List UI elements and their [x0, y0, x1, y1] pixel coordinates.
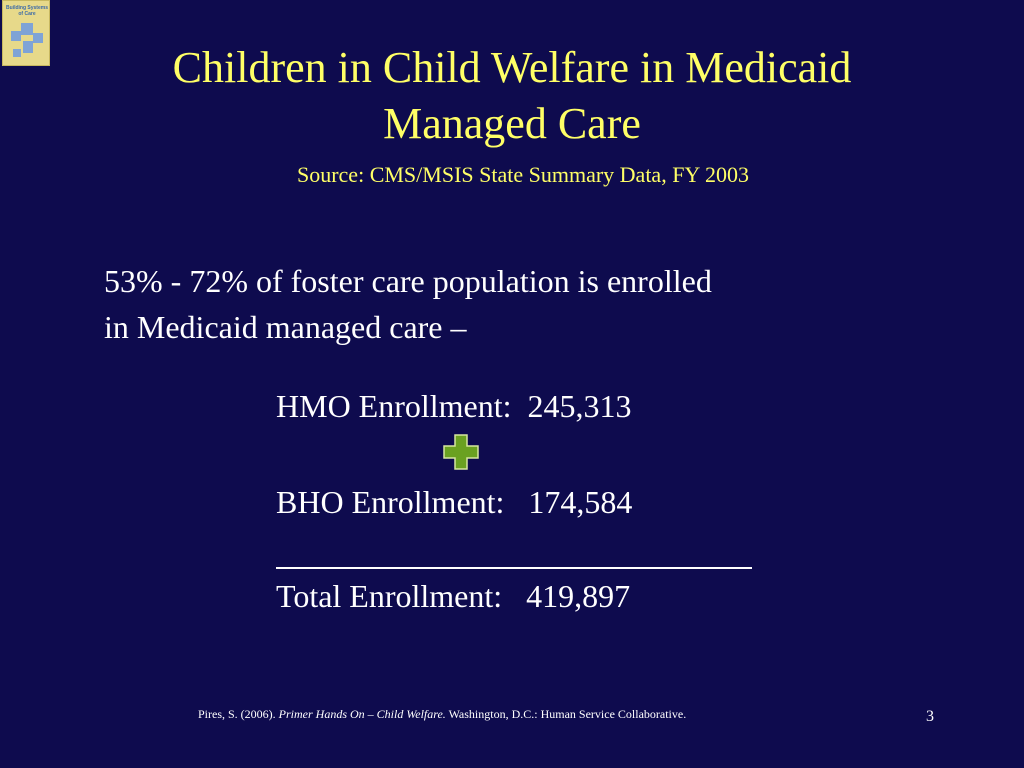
intro-line-2: in Medicaid managed care – [104, 309, 467, 345]
total-enrollment: Total Enrollment: 419,897 [276, 578, 631, 614]
plus-icon [443, 434, 479, 470]
bho-enrollment: BHO Enrollment: 174,584 [276, 484, 633, 520]
page-number: 3 [926, 708, 934, 725]
slide-title: Children in Child Welfare in Medicaid Ma… [0, 40, 1024, 152]
citation-title: Primer Hands On – Child Welfare. [278, 707, 446, 721]
title-line-2: Managed Care [383, 99, 641, 148]
building-systems-of-care-logo: Building Systems of Care [2, 0, 50, 66]
intro-line-1: 53% - 72% of foster care population is e… [104, 263, 712, 299]
logo-text: Building Systems of Care [6, 5, 48, 17]
citation: Pires, S. (2006). Primer Hands On – Chil… [198, 707, 686, 722]
hmo-enrollment: HMO Enrollment: 245,313 [276, 388, 632, 424]
citation-suffix: Washington, D.C.: Human Service Collabor… [445, 707, 687, 721]
sum-divider [276, 567, 752, 569]
source-line: Source: CMS/MSIS State Summary Data, FY … [296, 162, 750, 187]
citation-prefix: Pires, S. (2006). [198, 707, 279, 721]
intro-text: 53% - 72% of foster care population is e… [104, 258, 924, 350]
title-line-1: Children in Child Welfare in Medicaid [172, 43, 852, 92]
